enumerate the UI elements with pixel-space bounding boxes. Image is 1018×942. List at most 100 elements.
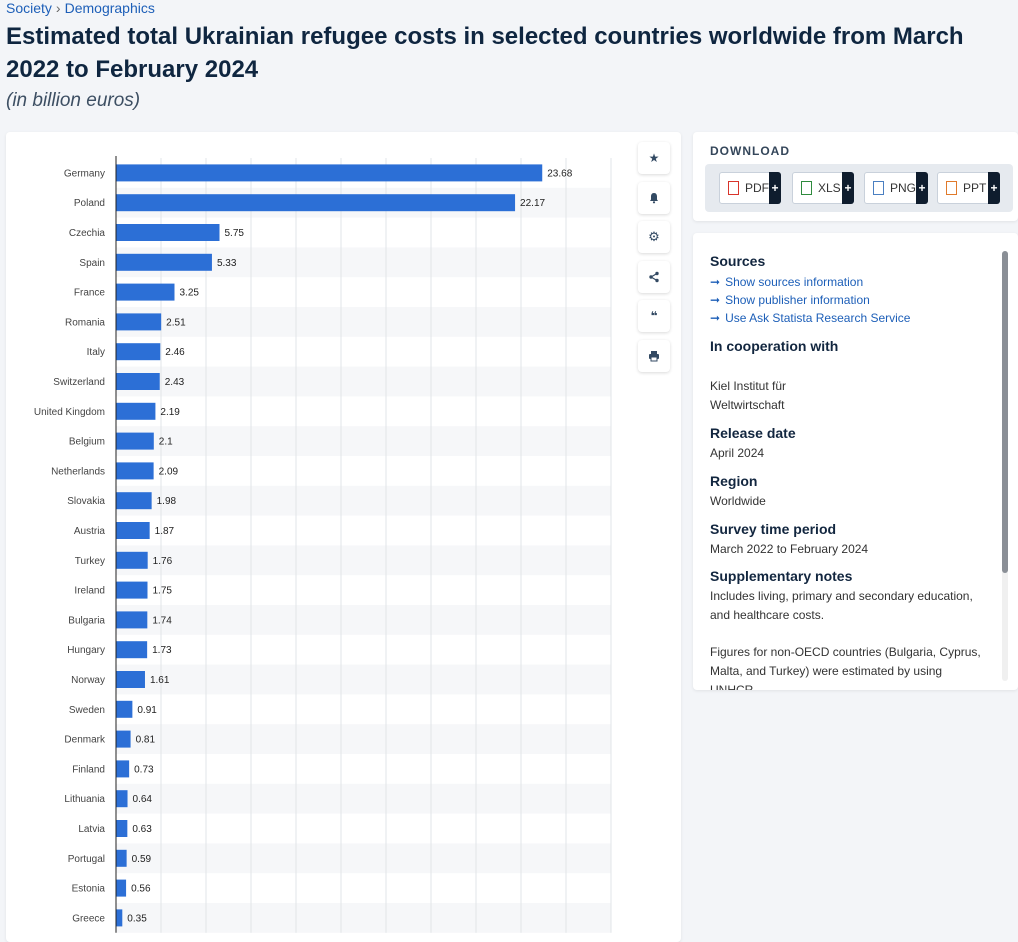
bell-icon (650, 192, 658, 203)
value-label-23: 0.59 (132, 854, 152, 865)
download-xls-button[interactable]: XLS + (792, 172, 854, 204)
value-label-4: 3.25 (180, 288, 200, 299)
ppt-file-icon (946, 181, 957, 195)
bar-6 (116, 343, 161, 361)
bar-5 (116, 313, 162, 331)
row-stripe (116, 664, 611, 695)
release-date-value: April 2024 (710, 446, 765, 460)
survey-period-value: March 2022 to February 2024 (710, 542, 869, 556)
breadcrumb-current-link[interactable]: Demographics (64, 0, 155, 16)
category-label-7: Switzerland (53, 377, 105, 388)
download-bar: PDF + XLS + PNG + PPT + (705, 164, 1013, 212)
row-stripe (116, 366, 611, 397)
category-label-6: Italy (87, 347, 105, 358)
row-stripe (116, 783, 611, 814)
category-label-12: Austria (74, 526, 106, 537)
category-label-19: Denmark (64, 735, 106, 746)
value-label-14: 1.75 (153, 586, 173, 597)
chart-card: Germany 23.68 Poland 22.17 Czechia 5.75 Spain 5… (6, 132, 681, 942)
print-button[interactable] (638, 339, 670, 372)
value-label-9: 2.1 (159, 437, 173, 448)
row-stripe (116, 545, 611, 576)
download-png-plus-icon[interactable]: + (916, 172, 928, 204)
download-panel: DOWNLOAD PDF + XLS + PNG + PPT + (693, 132, 1018, 221)
category-label-0: Germany (64, 168, 105, 179)
value-label-6: 2.46 (165, 347, 185, 358)
category-label-15: Bulgaria (68, 615, 105, 626)
bar-13 (116, 551, 148, 569)
supplementary-notes-heading: Supplementary notes (710, 568, 853, 584)
value-label-17: 1.61 (150, 675, 170, 686)
show-sources-link[interactable]: ➞ Show sources information (710, 275, 863, 289)
category-label-11: Slovakia (67, 496, 105, 507)
info-scrollbar-thumb[interactable] (1002, 251, 1008, 573)
region-value: Worldwide (710, 494, 766, 508)
chart-toolbar: ★ ⚙ ❝ (638, 142, 670, 379)
category-label-25: Greece (72, 913, 105, 924)
value-label-19: 0.81 (136, 735, 156, 746)
bar-8 (116, 402, 156, 420)
category-label-3: Spain (79, 258, 105, 269)
settings-button[interactable]: ⚙ (638, 221, 670, 253)
download-png-label: PNG (890, 181, 917, 195)
download-png-button[interactable]: PNG + (864, 172, 928, 204)
cooperation-value: Kiel Institut für Weltwirtschaft (710, 379, 787, 412)
category-label-13: Turkey (75, 556, 105, 567)
value-label-22: 0.63 (132, 824, 152, 835)
print-icon (649, 350, 659, 361)
bar-1 (116, 194, 516, 212)
page-title: Estimated total Ukrainian refugee costs … (6, 23, 964, 83)
bar-25 (116, 909, 123, 927)
bar-22 (116, 820, 128, 837)
favorite-button[interactable]: ★ (638, 142, 670, 174)
category-label-10: Netherlands (51, 466, 105, 477)
value-label-11: 1.98 (157, 496, 177, 507)
download-pdf-button[interactable]: PDF + (719, 172, 781, 204)
download-ppt-button[interactable]: PPT + (937, 172, 1000, 204)
download-xls-label: XLS (818, 181, 841, 195)
category-label-16: Hungary (67, 645, 105, 656)
release-date-heading: Release date (710, 425, 796, 441)
share-icon (649, 271, 659, 282)
value-label-3: 5.33 (217, 258, 237, 269)
bar-11 (116, 492, 152, 510)
bar-4 (116, 283, 175, 301)
category-label-20: Finland (72, 764, 105, 775)
show-publisher-label: Show publisher information (725, 293, 870, 307)
share-button[interactable] (638, 260, 670, 293)
value-label-16: 1.73 (152, 645, 172, 656)
download-xls-plus-icon[interactable]: + (842, 172, 854, 204)
ask-statista-link[interactable]: ➞ Use Ask Statista Research Service (710, 311, 910, 325)
category-label-9: Belgium (69, 437, 105, 448)
bar-21 (116, 790, 128, 808)
value-label-7: 2.43 (165, 377, 185, 388)
value-label-25: 0.35 (127, 913, 147, 924)
category-label-23: Portugal (68, 854, 105, 865)
breadcrumb: Society › Demographics (6, 0, 155, 16)
category-label-4: France (74, 288, 106, 299)
download-ppt-plus-icon[interactable]: + (988, 172, 1000, 204)
category-label-24: Estonia (72, 884, 106, 895)
category-label-21: Lithuania (64, 794, 105, 805)
download-pdf-plus-icon[interactable]: + (769, 172, 781, 204)
ask-statista-label: Use Ask Statista Research Service (725, 311, 911, 325)
show-sources-label: Show sources information (725, 275, 864, 289)
arrow-right-icon: ➞ (710, 293, 721, 307)
cite-button[interactable]: ❝ (638, 300, 670, 332)
row-stripe (116, 485, 611, 516)
breadcrumb-parent-link[interactable]: Society (6, 0, 52, 16)
value-label-21: 0.64 (133, 794, 153, 805)
bar-chart: Germany 23.68 Poland 22.17 Czechia 5.75 Spain 5… (34, 156, 612, 933)
category-label-18: Sweden (69, 705, 105, 716)
show-publisher-link[interactable]: ➞ Show publisher information (710, 293, 870, 307)
gear-icon: ⚙ (648, 229, 660, 244)
bar-10 (116, 462, 154, 480)
category-label-1: Poland (74, 198, 105, 209)
category-label-8: United Kingdom (34, 407, 105, 418)
bar-0 (116, 164, 543, 182)
sources-heading: Sources (710, 253, 766, 269)
category-label-5: Romania (65, 317, 105, 328)
supplementary-notes-text-2: Figures for non-OECD countries (Bulgaria… (710, 645, 981, 690)
notification-button[interactable] (638, 181, 670, 214)
supplementary-notes-text: Includes living, primary and secondary e… (710, 589, 973, 622)
